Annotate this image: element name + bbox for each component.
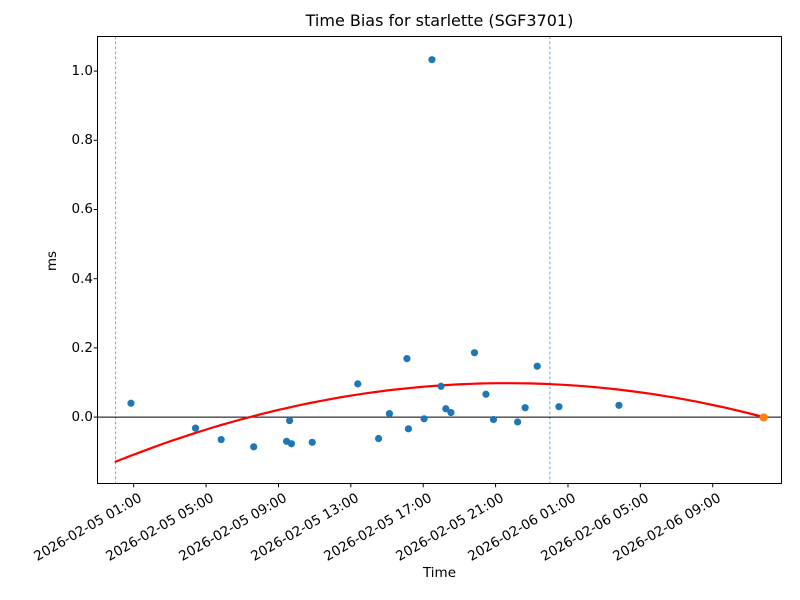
time-bias-residuals-point: [354, 380, 362, 388]
time-bias-residuals-point: [420, 415, 428, 423]
time-bias-residuals-point: [442, 405, 450, 413]
time-bias-residuals-point: [404, 425, 413, 433]
latest-epoch-point-point: [759, 413, 768, 422]
time-bias-residuals-point: [615, 401, 623, 409]
y-tick-label: 0.2: [71, 339, 93, 356]
time-bias-residuals-point: [470, 349, 479, 357]
time-bias-residuals-point: [217, 435, 225, 444]
time-bias-residuals-point: [191, 424, 200, 432]
time-bias-residuals-point: [437, 382, 445, 390]
time-bias-residuals-point: [385, 410, 394, 418]
chart-title: Time Bias for starlette (SGF3701): [305, 11, 574, 30]
y-tick-label: 0.6: [71, 201, 93, 218]
time-bias-residuals-point: [403, 355, 411, 363]
time-bias-residuals-point: [286, 416, 294, 425]
time-bias-residuals-point: [489, 415, 498, 424]
time-bias-residuals-point: [514, 418, 522, 426]
axes-box: [97, 36, 782, 484]
x-axis-label: Time: [422, 565, 457, 581]
y-tick-label: 1.0: [71, 63, 93, 80]
trend-line: [114, 382, 765, 463]
time-bias-residuals-point: [447, 408, 455, 417]
time-bias-residuals-point: [555, 403, 563, 411]
time-bias-residuals-point: [521, 404, 529, 412]
time-bias-residuals-point: [482, 390, 490, 398]
time-bias-residuals-point: [287, 440, 296, 448]
time-bias-residuals-point: [374, 434, 383, 443]
time-bias-residuals-point: [533, 362, 541, 370]
time-bias-residuals-point: [127, 399, 135, 407]
time-bias-residuals-point: [428, 56, 436, 64]
time-bias-residuals-point: [250, 443, 258, 451]
y-tick-label: 0.4: [71, 270, 93, 287]
y-tick-label: 0.0: [71, 409, 93, 426]
y-tick-label: 0.8: [71, 132, 93, 149]
time-bias-residuals-point: [308, 438, 316, 446]
